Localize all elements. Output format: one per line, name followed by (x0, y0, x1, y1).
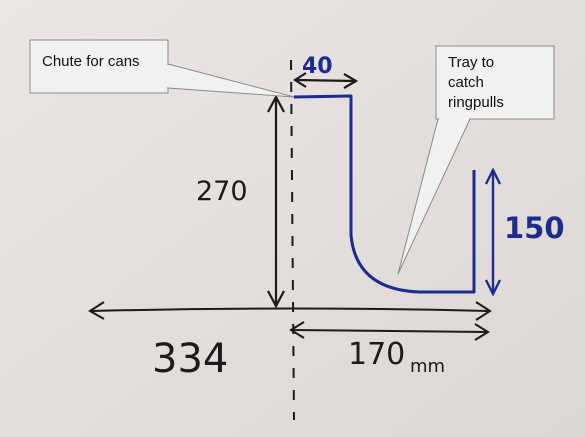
chute-width-dimension-line (295, 78, 356, 83)
tray-callout-box (435, 45, 555, 120)
dashed-center-line (290, 59, 295, 421)
chute-height-top-arrowhead (267, 94, 285, 113)
chute-height-bottom-arrowhead (267, 290, 285, 309)
chute-callout-box (29, 39, 169, 94)
tray-callout-text: Tray to catch ringpulls (448, 54, 504, 111)
tray-width-dimension-line (291, 329, 487, 333)
chute-tray-profile (293, 94, 476, 294)
tray-width-label: 170 (348, 337, 405, 372)
tray-height-bottom-arrowhead (484, 279, 502, 297)
baseline-dimension-line (91, 307, 489, 312)
chute-width-right-arrowhead (343, 73, 359, 89)
baseline-right-arrowhead (475, 301, 492, 321)
chute-width-left-arrowhead (292, 72, 307, 88)
tray-width-left-arrowhead (289, 321, 305, 339)
tray-width-unit: mm (410, 356, 445, 377)
tray-height-label: 150 (504, 211, 565, 245)
baseline-left-arrowhead (88, 301, 105, 320)
total-width-label: 334 (152, 336, 228, 382)
chute-callout-text: Chute for cans (42, 53, 140, 70)
chute-width-label: 40 (302, 54, 333, 79)
tray-width-right-arrowhead (474, 323, 490, 341)
chute-height-label: 270 (196, 176, 248, 207)
tray-height-top-arrowhead (484, 167, 502, 185)
